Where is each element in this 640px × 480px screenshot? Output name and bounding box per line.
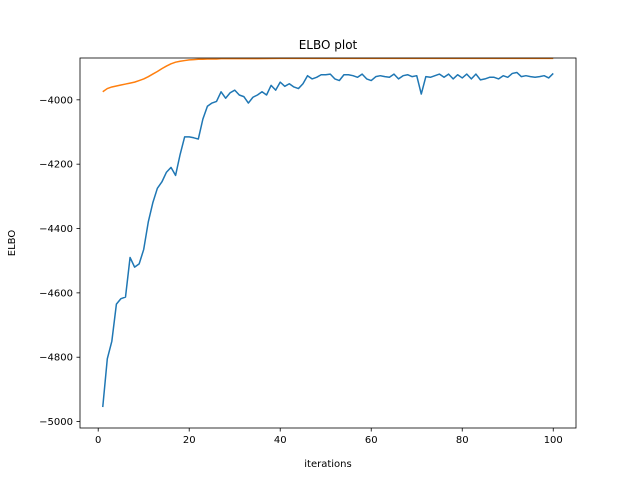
y-tick-label: −5000: [39, 417, 73, 428]
y-tick-label: −4800: [39, 353, 73, 364]
y-tick-label: −4200: [39, 160, 73, 171]
x-tick-label: 100: [544, 435, 563, 446]
plot-frame: [79, 57, 577, 429]
y-axis-label: ELBO: [7, 230, 18, 257]
x-tick-label: 60: [365, 435, 378, 446]
x-tick-label: 20: [183, 435, 196, 446]
x-tick-label: 40: [274, 435, 287, 446]
x-axis-label: iterations: [304, 459, 351, 470]
chart-title: ELBO plot: [299, 38, 358, 52]
y-tick-label: −4000: [39, 95, 73, 106]
series-line-1: [102, 71, 554, 408]
x-tick-label: 0: [95, 435, 101, 446]
ticks-layer: 0 20 40 60 80 100 −5000 −4800 −4600 −4400 −4200 −40…: [39, 95, 563, 446]
series-layer: [102, 57, 554, 408]
y-tick-label: −4400: [39, 224, 73, 235]
y-tick-label: −4600: [39, 288, 73, 299]
x-tick-label: 80: [456, 435, 469, 446]
